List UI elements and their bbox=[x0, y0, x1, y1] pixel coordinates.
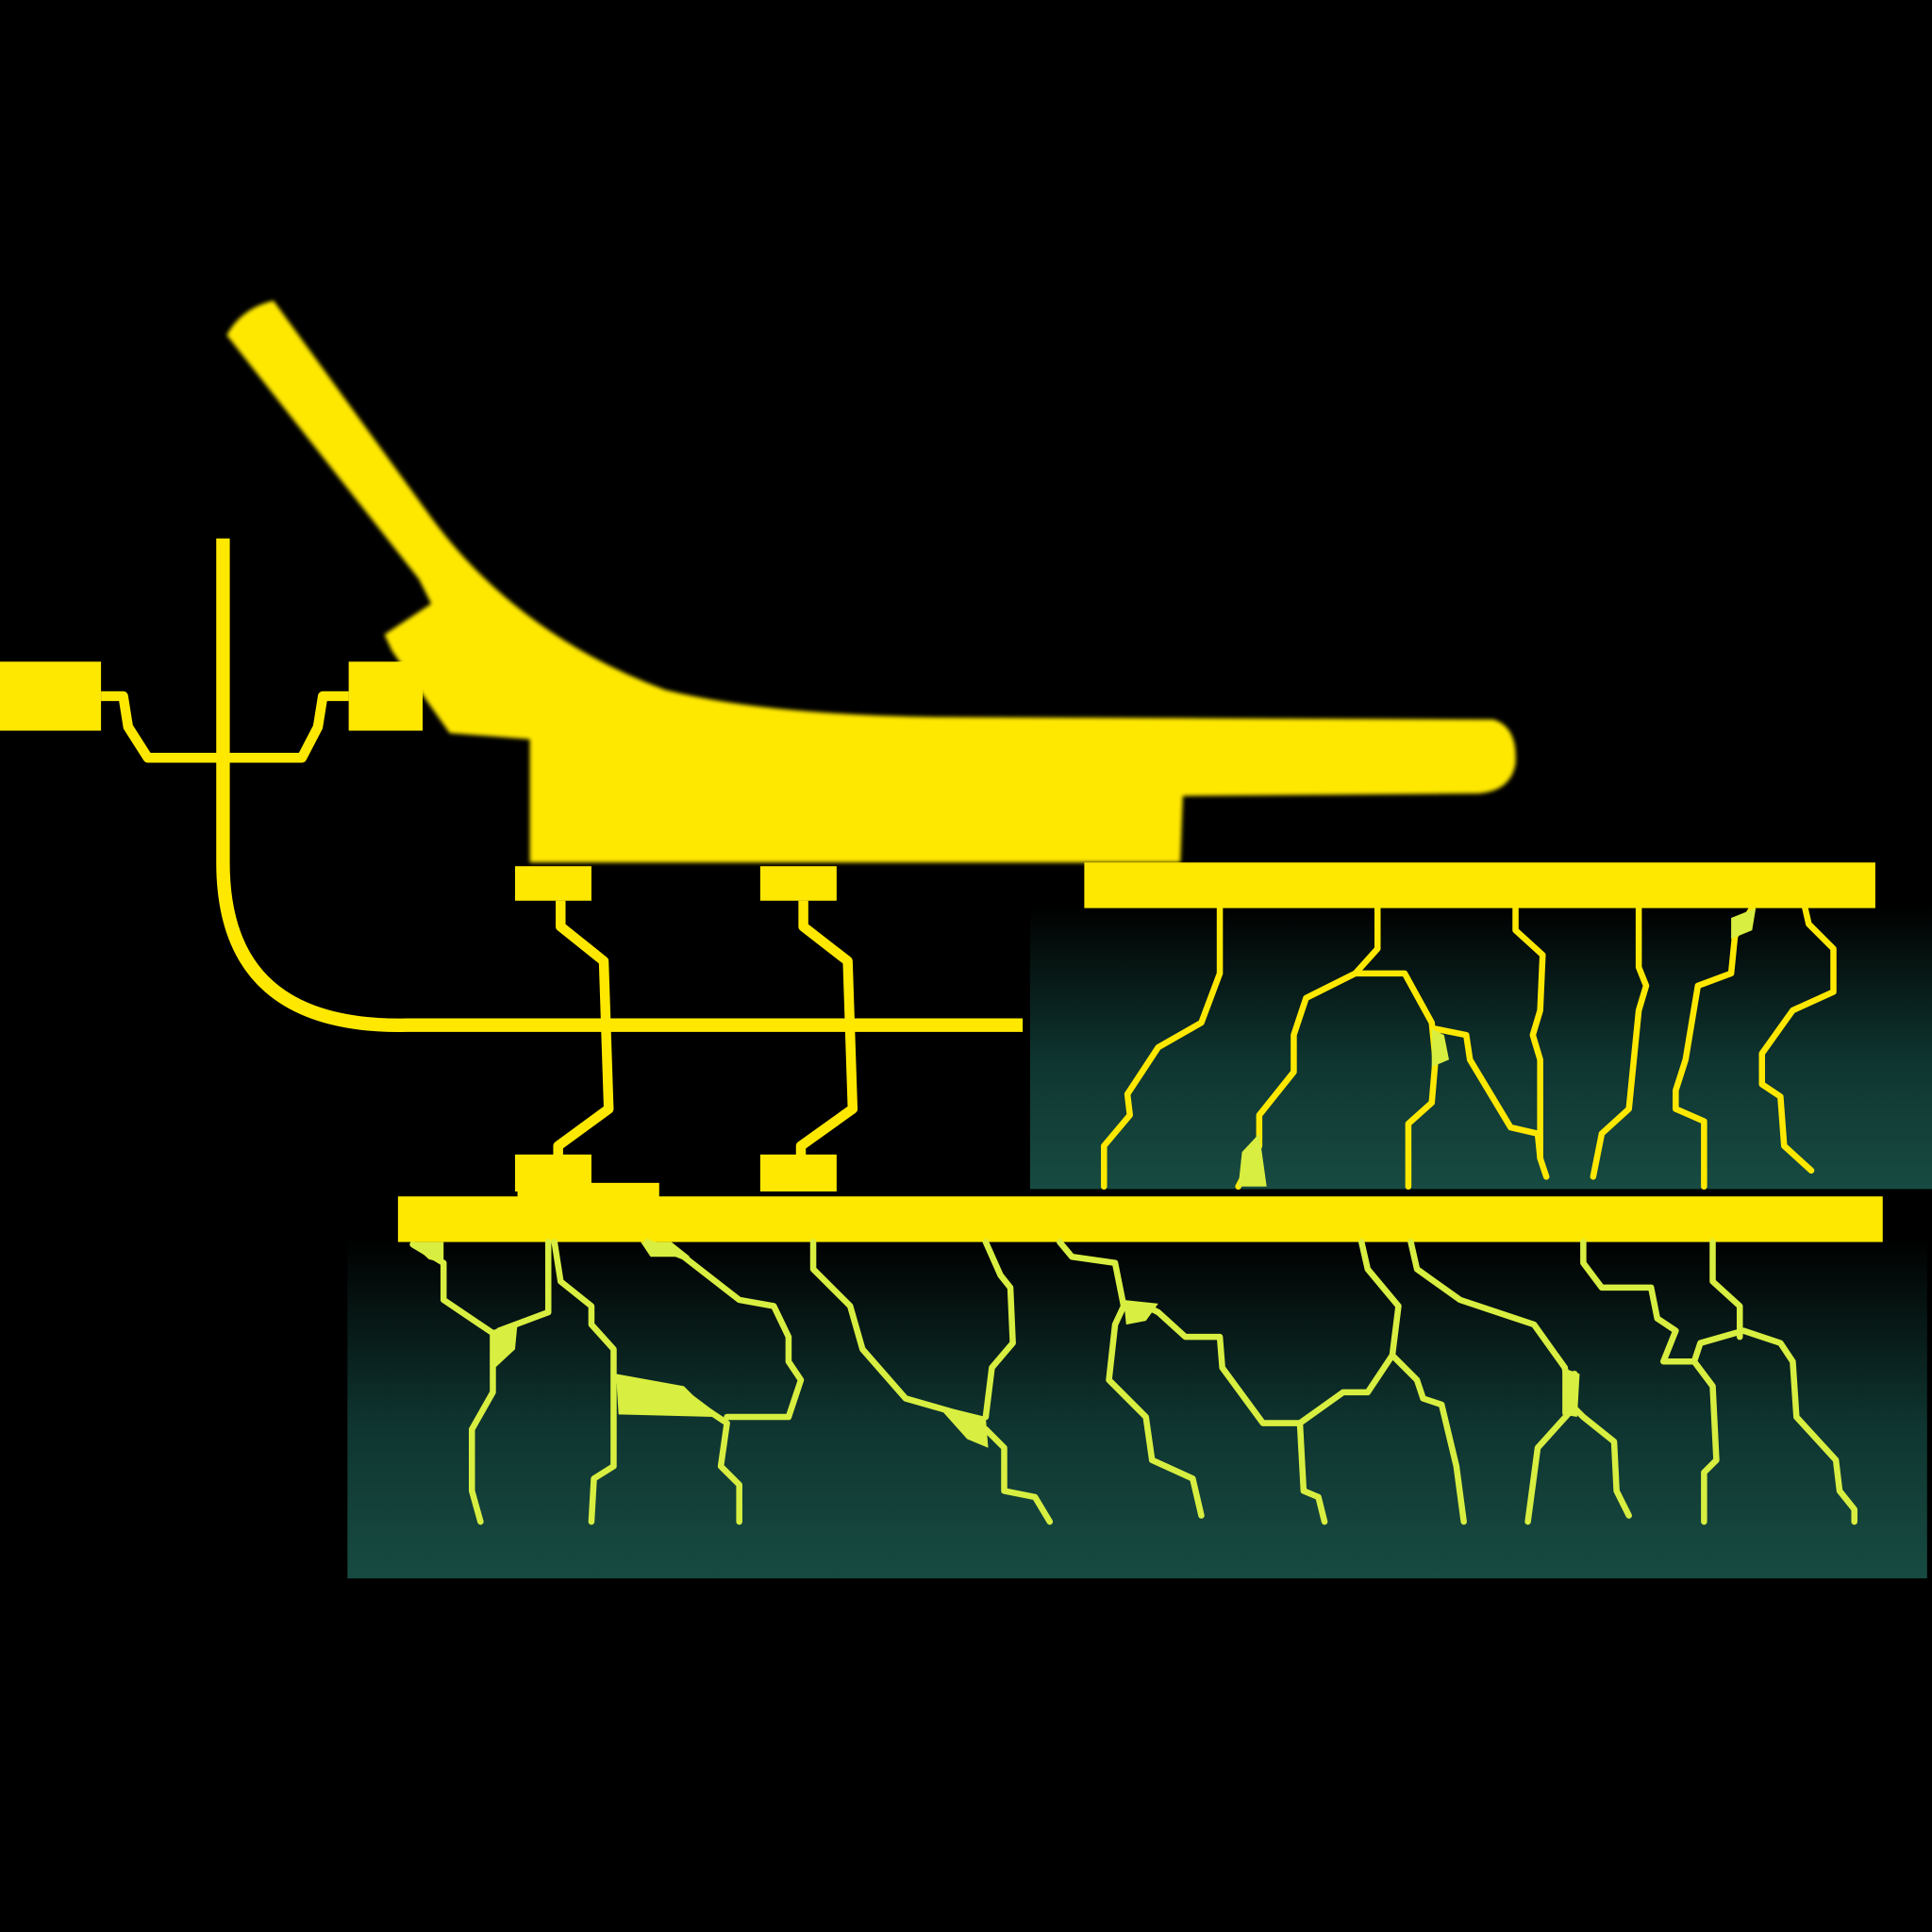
lower-bus-tab bbox=[517, 1182, 659, 1208]
upper-right-panel bbox=[1029, 906, 1932, 1190]
center-traces bbox=[514, 866, 858, 1192]
upper-bus-bar bbox=[1084, 862, 1875, 908]
main-trunk bbox=[226, 300, 1516, 863]
left-connector bbox=[0, 538, 1024, 1032]
lower-root-blobs bbox=[409, 1241, 1580, 1448]
lower-root-traces bbox=[409, 1239, 1857, 1525]
upper-root-blobs bbox=[1238, 908, 1757, 1187]
